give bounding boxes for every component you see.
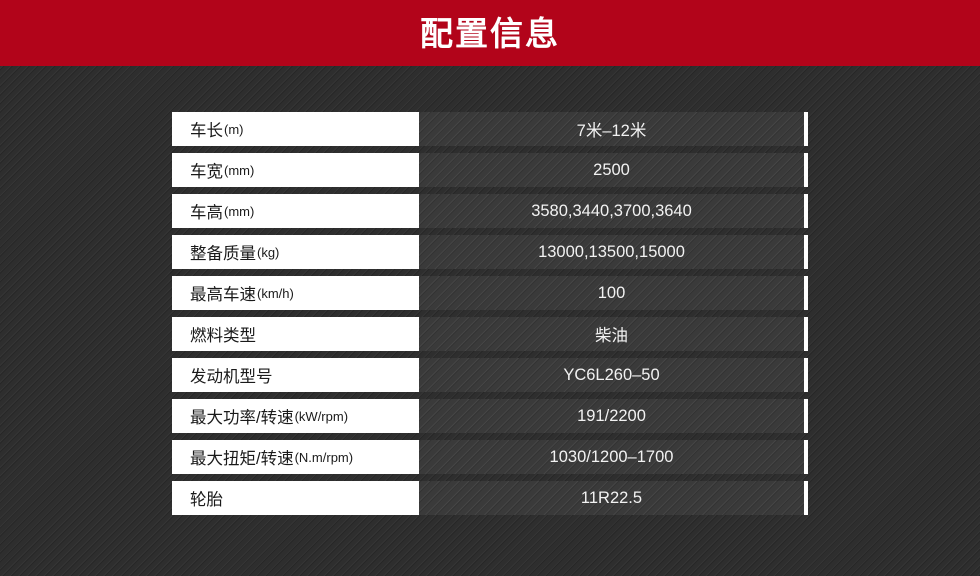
spec-label-cell: 车宽 (mm) <box>172 153 419 187</box>
spec-label-text: 轮胎 <box>190 491 223 509</box>
spec-label-unit: (mm) <box>224 203 255 219</box>
spec-value-cell: 1030/1200–1700 <box>419 440 804 474</box>
table-row: 最高车速 (km/h) 100 <box>172 276 808 310</box>
page-title: 配置信息 <box>420 14 560 52</box>
spec-label-text: 车长 <box>190 122 223 140</box>
spec-label-text: 车宽 <box>190 163 223 181</box>
spec-label-text: 车高 <box>190 204 223 222</box>
spec-label-cell: 车高 (mm) <box>172 194 419 228</box>
spec-label-text: 发动机型号 <box>190 368 273 386</box>
table-row: 最大扭矩/转速 (N.m/rpm) 1030/1200–1700 <box>172 440 808 474</box>
spec-value-cell: 柴油 <box>419 317 804 351</box>
table-row: 发动机型号 YC6L260–50 <box>172 358 808 392</box>
spec-label-unit: (kg) <box>257 244 280 260</box>
spec-label-cell: 最大功率/转速 (kW/rpm) <box>172 399 419 433</box>
table-row: 车宽 (mm) 2500 <box>172 153 808 187</box>
spec-label-cell: 发动机型号 <box>172 358 419 392</box>
spec-label-text: 最大功率/转速 <box>190 409 294 427</box>
spec-label-cell: 整备质量 (kg) <box>172 235 419 269</box>
spec-label-unit: (mm) <box>224 162 255 178</box>
spec-label-cell: 轮胎 <box>172 481 419 515</box>
spec-label-cell: 车长 (m) <box>172 112 419 146</box>
specification-table: 车长 (m) 7米–12米 车宽 (mm) 2500 车高 (mm) 3580,3440,370… <box>172 112 808 515</box>
spec-label-unit: (N.m/rpm) <box>294 449 354 465</box>
table-row: 整备质量 (kg) 13000,13500,15000 <box>172 235 808 269</box>
spec-value-cell: YC6L260–50 <box>419 358 804 392</box>
table-row: 最大功率/转速 (kW/rpm) 191/2200 <box>172 399 808 433</box>
spec-value-cell: 11R22.5 <box>419 481 804 515</box>
spec-label-unit: (kW/rpm) <box>294 408 349 424</box>
spec-value-cell: 7米–12米 <box>419 112 804 146</box>
spec-label-unit: (m) <box>224 121 244 137</box>
spec-label-unit: (km/h) <box>257 285 294 301</box>
spec-label-cell: 最大扭矩/转速 (N.m/rpm) <box>172 440 419 474</box>
table-row: 燃料类型 柴油 <box>172 317 808 351</box>
table-row: 轮胎 11R22.5 <box>172 481 808 515</box>
spec-label-text: 整备质量 <box>190 245 256 263</box>
page-header-banner: 配置信息 <box>0 0 980 66</box>
table-row: 车长 (m) 7米–12米 <box>172 112 808 146</box>
table-row: 车高 (mm) 3580,3440,3700,3640 <box>172 194 808 228</box>
spec-label-text: 燃料类型 <box>190 327 256 345</box>
spec-value-cell: 13000,13500,15000 <box>419 235 804 269</box>
spec-value-cell: 2500 <box>419 153 804 187</box>
spec-value-cell: 191/2200 <box>419 399 804 433</box>
spec-label-cell: 燃料类型 <box>172 317 419 351</box>
spec-label-text: 最高车速 <box>190 286 256 304</box>
spec-label-text: 最大扭矩/转速 <box>190 450 294 468</box>
spec-label-cell: 最高车速 (km/h) <box>172 276 419 310</box>
spec-value-cell: 3580,3440,3700,3640 <box>419 194 804 228</box>
spec-value-cell: 100 <box>419 276 804 310</box>
